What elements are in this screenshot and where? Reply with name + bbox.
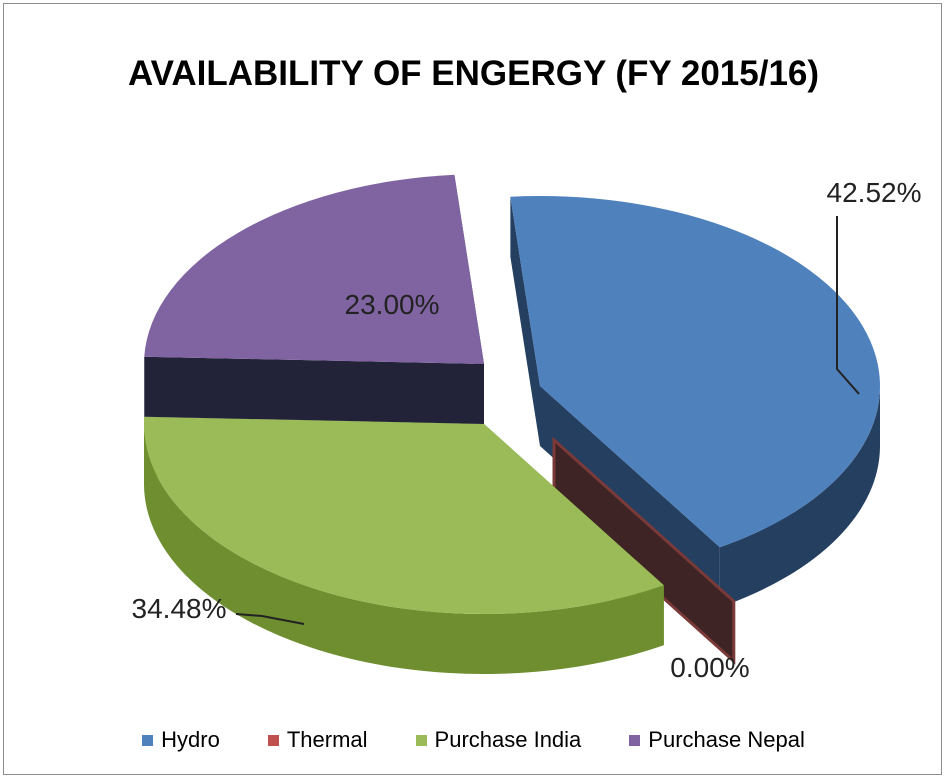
legend-item-purchase-india: Purchase India [415, 727, 582, 753]
chart-frame: AVAILABILITY OF ENGERGY (FY 2015/16) 42.… [3, 3, 942, 775]
leader-line-purchase-india [235, 613, 305, 625]
legend-label-purchase-nepal: Purchase Nepal [648, 727, 805, 752]
data-label-hydro: 42.52% [827, 177, 922, 208]
data-label-purchase-nepal: 23.00% [345, 289, 440, 320]
data-label-thermal: 0.00% [670, 652, 749, 683]
legend-item-purchase-nepal: Purchase Nepal [629, 727, 805, 753]
legend-item-hydro: Hydro [142, 727, 220, 753]
legend-label-hydro: Hydro [161, 727, 220, 752]
legend: Hydro Thermal Purchase India Purchase Ne… [4, 727, 943, 753]
pie-chart: 42.52% 0.00% 34.48% 23.00% [132, 174, 922, 683]
pie-slice-thermal [552, 436, 736, 665]
legend-swatch-purchase-nepal [629, 734, 641, 746]
legend-swatch-purchase-india [415, 734, 427, 746]
chart-title: AVAILABILITY OF ENGERGY (FY 2015/16) [127, 54, 820, 93]
pie-slice-purchase-nepal [144, 174, 484, 424]
data-label-purchase-india: 34.48% [132, 593, 227, 624]
leader-line-hydro [836, 216, 860, 395]
legend-swatch-hydro [142, 734, 154, 746]
legend-swatch-thermal [267, 734, 279, 746]
legend-label-purchase-india: Purchase India [434, 727, 582, 752]
legend-label-thermal: Thermal [286, 727, 368, 752]
legend-item-thermal: Thermal [267, 727, 368, 753]
pie-slice-purchase-india [143, 416, 664, 674]
